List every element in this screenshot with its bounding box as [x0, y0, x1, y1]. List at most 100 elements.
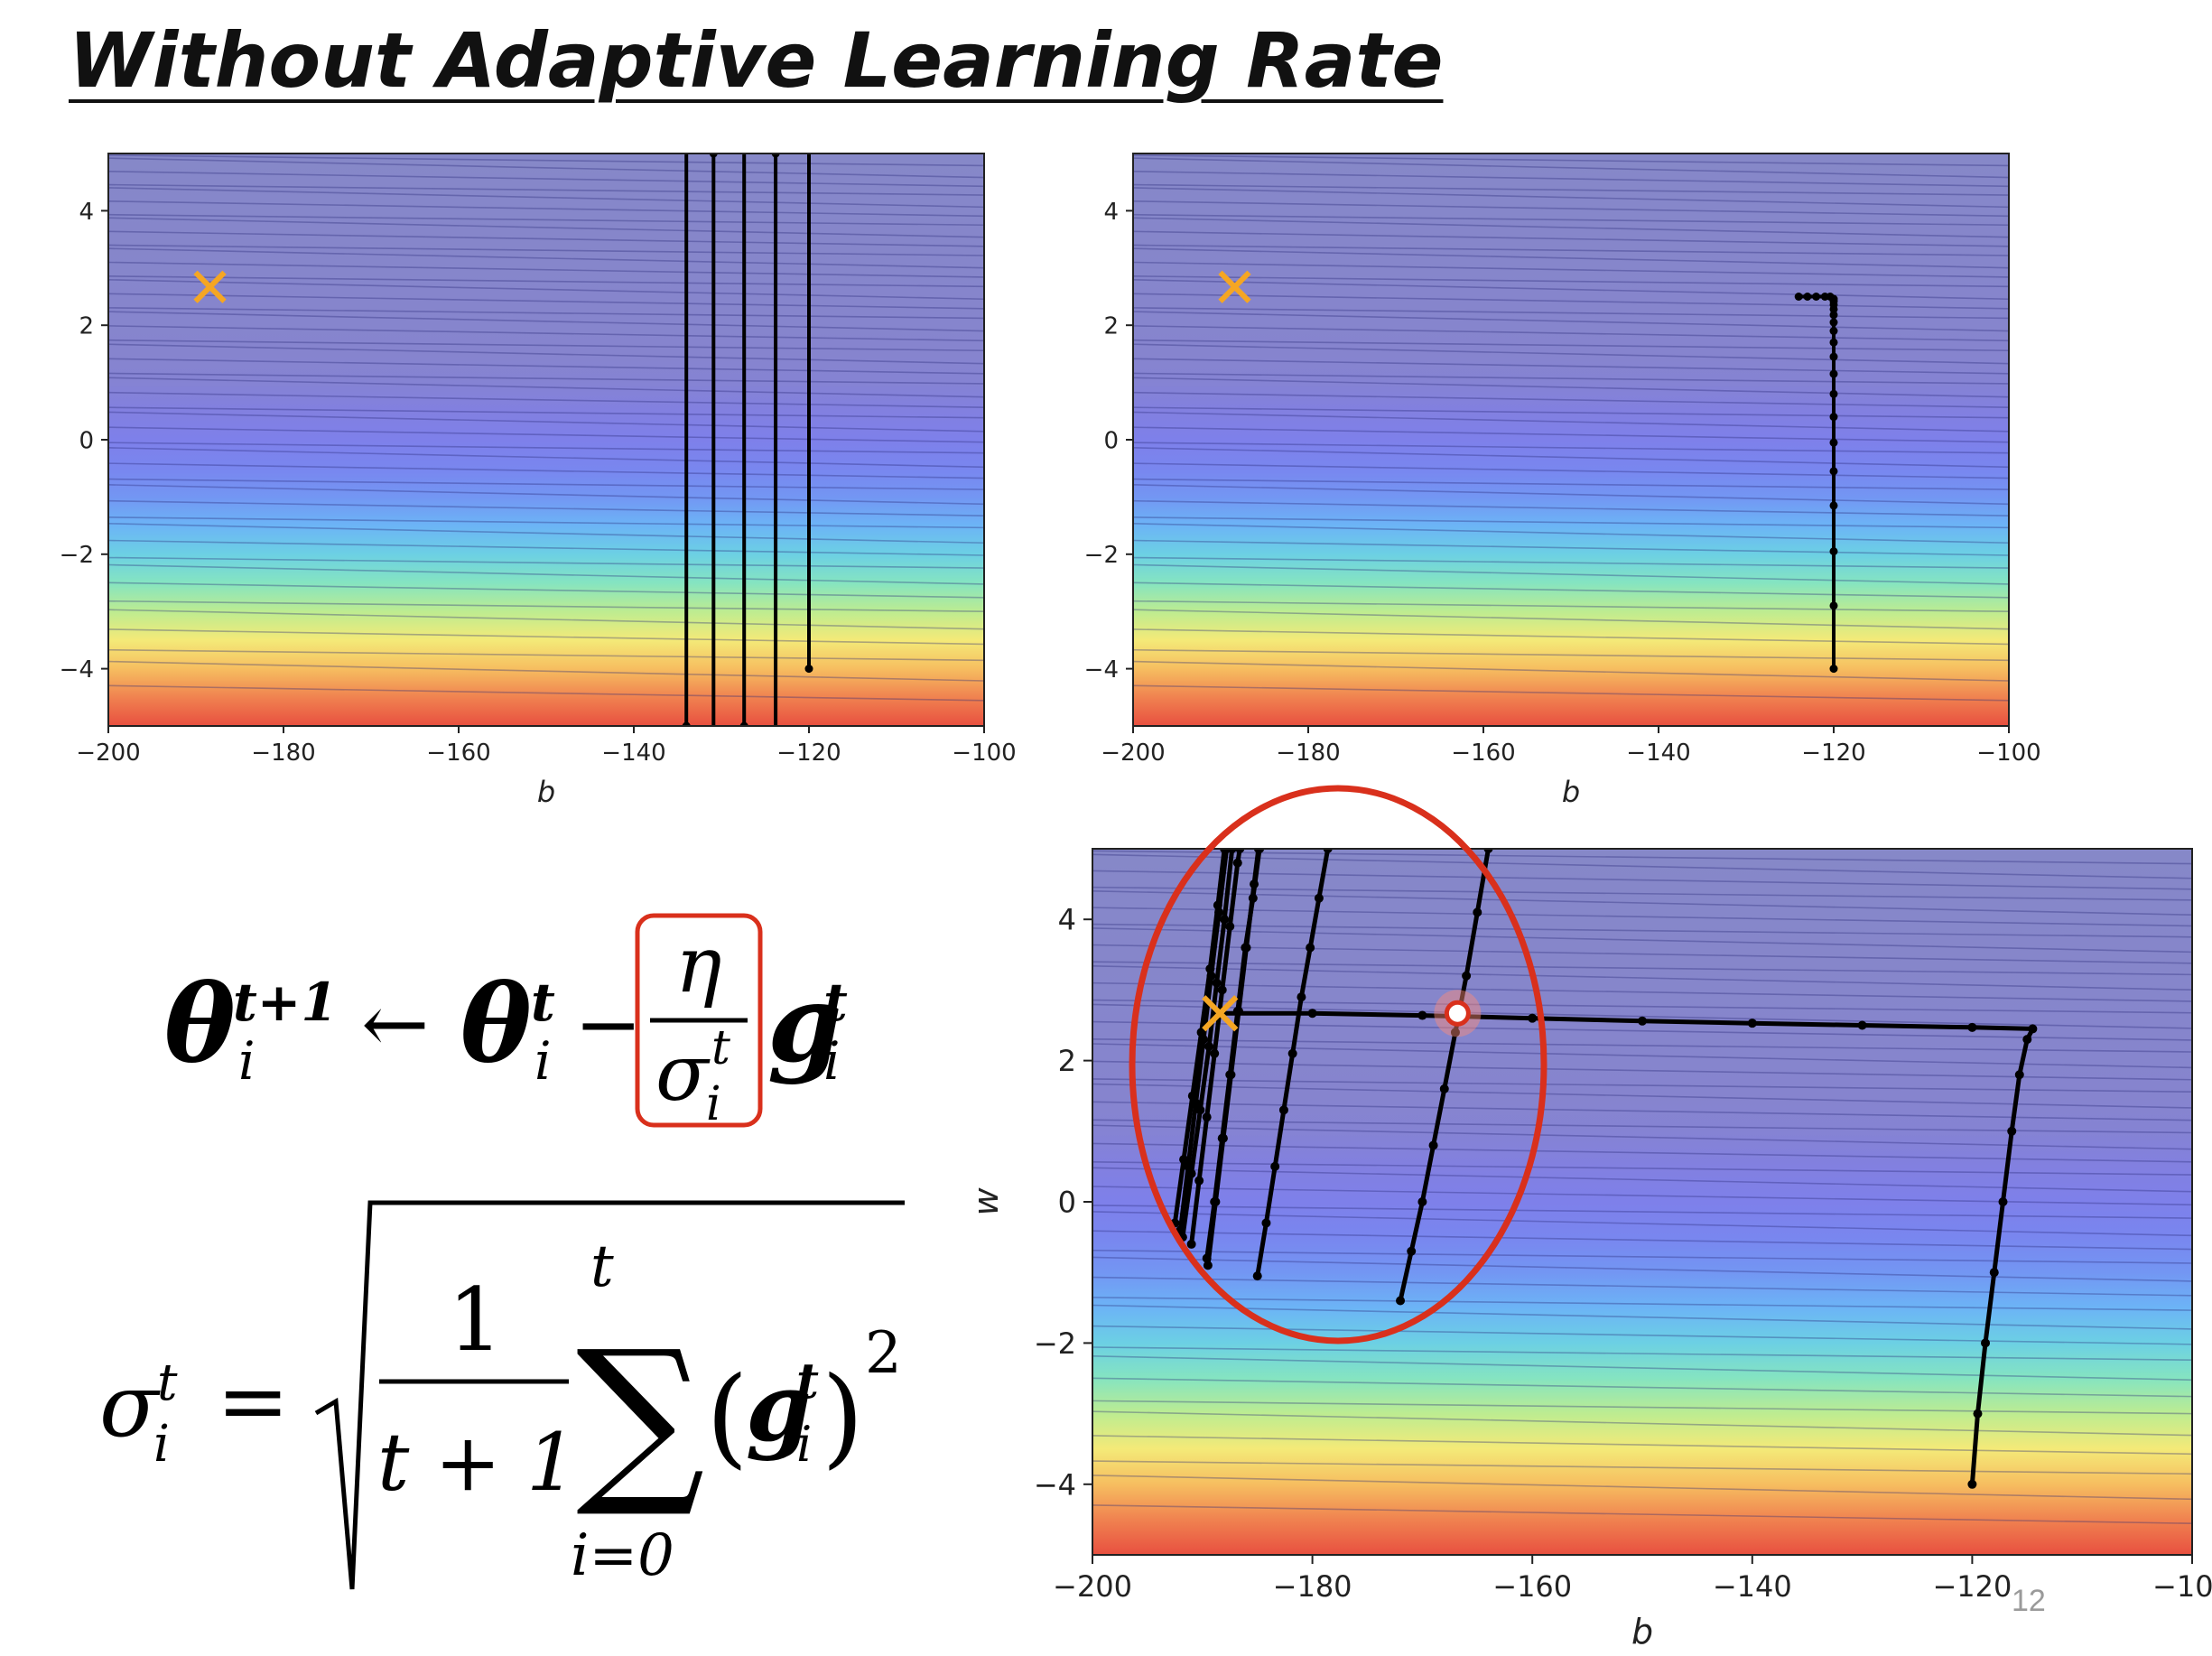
contour-line	[1092, 1205, 2192, 1219]
contour-line	[1133, 406, 2009, 419]
y-tick-label: −2	[1034, 1326, 1076, 1361]
theta-next: θ	[164, 961, 236, 1086]
sigma-denominator: σ	[655, 1028, 711, 1119]
contour-plot-bottom-right: −200 −180 −160 −140 −120 −100 −4 −2 0 2 4 b w	[975, 848, 2212, 1651]
gradient-superscript: t	[823, 972, 848, 1033]
contour-line	[108, 391, 984, 408]
contour-line	[1092, 1304, 2192, 1330]
summation-sign: ∑	[576, 1312, 705, 1522]
contour-line	[1092, 1186, 2192, 1206]
contour-line	[1133, 157, 2009, 179]
y-tick-label: 4	[1103, 199, 1119, 226]
path-point	[1981, 1338, 1991, 1348]
contour-line	[108, 247, 984, 269]
denominator: t + 1	[377, 1416, 577, 1509]
y-tick-label: 2	[1103, 313, 1119, 340]
contour-line	[1133, 293, 2009, 310]
path-point	[1210, 1048, 1220, 1058]
contour-fill	[1133, 154, 2009, 726]
path-point	[1191, 1098, 1201, 1108]
contour-line	[108, 516, 984, 529]
y-axis-label: w	[975, 1187, 1006, 1216]
path-point	[1998, 1197, 2008, 1206]
contour-line	[1133, 556, 2009, 569]
path-point	[1199, 1035, 1209, 1045]
contour-line	[108, 628, 984, 646]
contour-line	[1092, 1256, 2192, 1282]
path-point	[1179, 1155, 1189, 1165]
contour-line	[1133, 411, 2009, 433]
path-point	[1829, 547, 1838, 556]
contour-line	[1133, 523, 2009, 544]
minus-sign: −	[574, 977, 642, 1072]
contour-line	[108, 275, 984, 288]
path-point	[1829, 501, 1838, 510]
contour-line	[108, 499, 984, 517]
close-paren: )	[822, 1354, 864, 1480]
contour-line	[108, 600, 984, 613]
contour-line	[1133, 217, 2009, 238]
path-point	[1829, 311, 1838, 320]
path-point	[1214, 907, 1224, 917]
contour-line	[1133, 325, 2009, 342]
contour-line	[1092, 1276, 2192, 1297]
contour-line	[1133, 244, 2009, 256]
learning-rate-highlight-box	[635, 913, 763, 1128]
path-point	[1176, 1225, 1185, 1235]
x-tick-label: −180	[1273, 1569, 1352, 1604]
contour-line	[1092, 907, 2192, 927]
contour-line	[1092, 1297, 2192, 1311]
path-point	[1829, 318, 1838, 327]
contour-line	[1133, 213, 2009, 227]
path-point	[1473, 907, 1482, 917]
contour-line	[108, 343, 984, 365]
path-point	[1202, 1112, 1212, 1122]
plot-area	[1092, 849, 2192, 1555]
path-point	[1204, 1041, 1214, 1051]
y-tick-label: 4	[79, 199, 94, 226]
x-axis-label: b	[537, 775, 555, 809]
sum-upper-limit: t	[590, 1233, 614, 1300]
contour-line	[108, 556, 984, 569]
path-start-point	[709, 154, 718, 158]
path-point	[1528, 1013, 1538, 1023]
contour-lines	[1133, 154, 2009, 702]
x-tick-label: −120	[776, 740, 841, 767]
contour-line	[1133, 275, 2009, 288]
path-point	[1218, 1133, 1228, 1143]
contour-line	[1133, 230, 2009, 247]
contour-line	[1133, 442, 2009, 454]
x-tick-label: −200	[1053, 1569, 1132, 1604]
optimum-marker	[1218, 270, 1251, 303]
path-point	[1829, 413, 1838, 422]
x-tick-label: −160	[1451, 740, 1515, 767]
contour-line	[1092, 1078, 2192, 1093]
contour-line	[108, 377, 984, 398]
path-point	[1307, 1009, 1317, 1019]
x-tick-label: −100	[2152, 1569, 2212, 1604]
contour-line	[108, 539, 984, 556]
contour-line	[108, 358, 984, 375]
contour-line	[1133, 516, 2009, 529]
path-point	[1812, 293, 1821, 301]
path-point	[1225, 922, 1235, 932]
path-point	[1829, 369, 1838, 378]
contour-line	[1133, 628, 2009, 646]
contour-line	[1092, 850, 2192, 865]
contour-line	[1133, 307, 2009, 320]
path-point	[1450, 1028, 1460, 1037]
axes: −200−180−160−140−120−100−4−2024bw	[1084, 153, 2041, 809]
contour-line	[108, 447, 984, 469]
contour-line	[1133, 154, 2009, 167]
path-point	[1407, 1246, 1417, 1256]
contour-line	[108, 462, 984, 479]
contour-line	[1133, 183, 2009, 196]
path-start-point	[804, 665, 813, 674]
path-point	[1967, 1479, 1977, 1489]
contour-line	[1092, 1020, 2192, 1041]
contour-line	[108, 339, 984, 352]
x-tick-label: −160	[426, 740, 490, 767]
contour-line	[1133, 684, 2009, 702]
